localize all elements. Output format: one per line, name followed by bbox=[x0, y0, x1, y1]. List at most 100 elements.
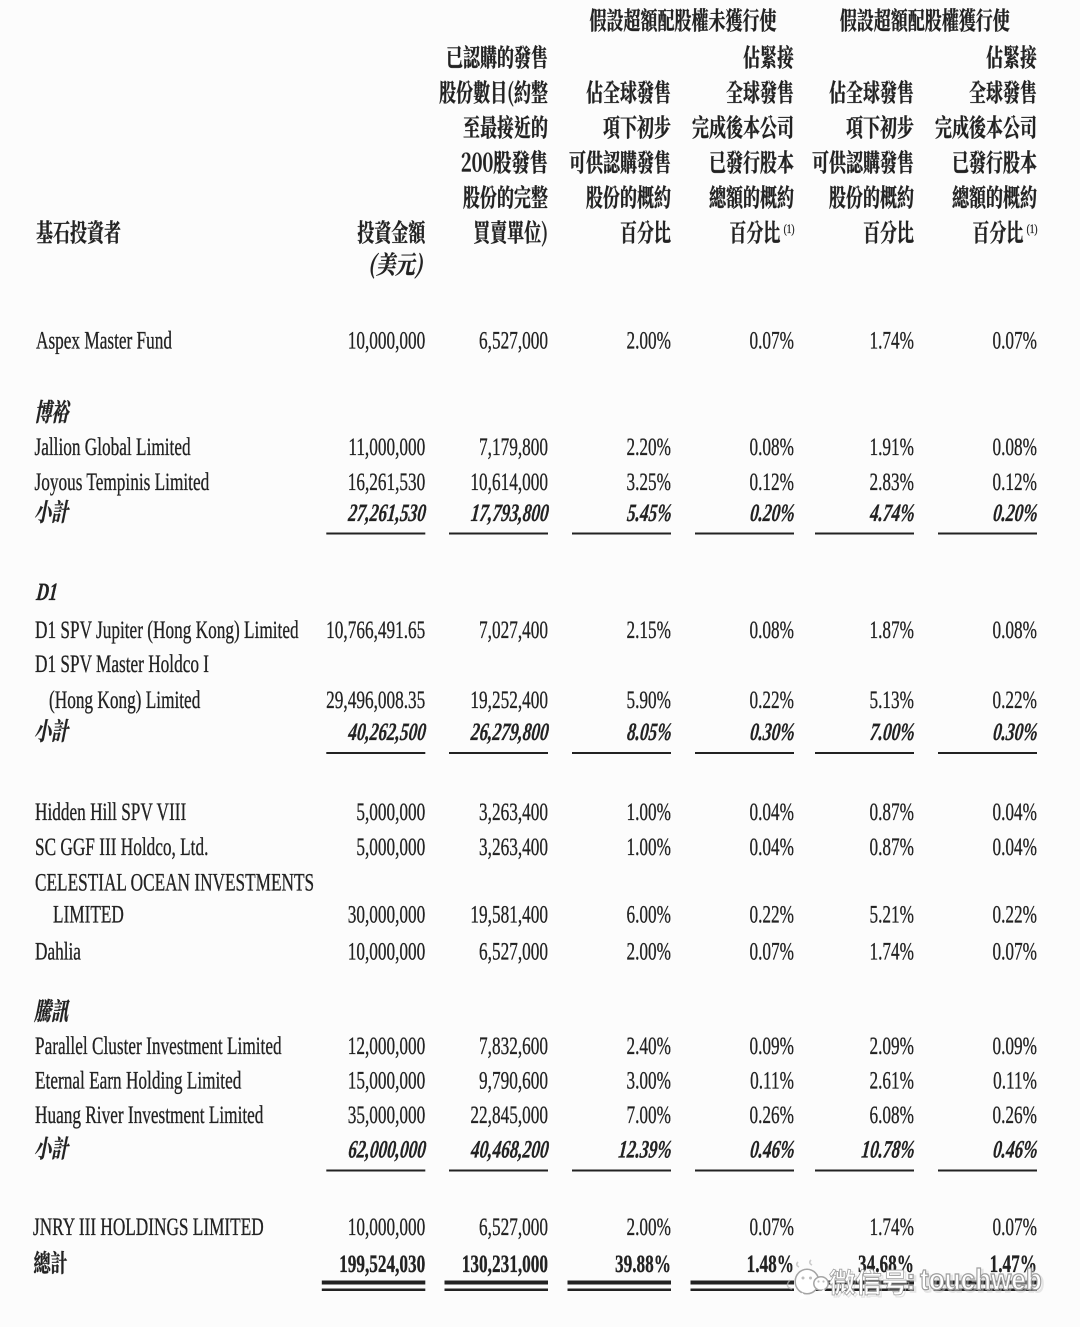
svg-text:Huang River Investment Limited: Huang River Investment Limited bbox=[35, 1101, 264, 1129]
svg-text:0.04%: 0.04% bbox=[749, 833, 794, 861]
svg-text:29,496,008.35: 29,496,008.35 bbox=[326, 686, 425, 714]
svg-text:0.07%: 0.07% bbox=[749, 326, 794, 354]
svg-text:26,279,800: 26,279,800 bbox=[469, 718, 550, 746]
svg-text:Joyous Tempinis Limited: Joyous Tempinis Limited bbox=[35, 468, 210, 496]
svg-text:1.74%: 1.74% bbox=[869, 326, 914, 354]
svg-text:12,000,000: 12,000,000 bbox=[348, 1032, 426, 1060]
svg-text:7,179,800: 7,179,800 bbox=[479, 433, 548, 461]
svg-text:5.45%: 5.45% bbox=[626, 499, 673, 527]
svg-text:LIMITED: LIMITED bbox=[53, 900, 124, 928]
svg-text:0.08%: 0.08% bbox=[749, 616, 794, 644]
svg-text:5.21%: 5.21% bbox=[869, 900, 914, 928]
svg-text:0.08%: 0.08% bbox=[749, 433, 794, 461]
svg-text:10,766,491.65: 10,766,491.65 bbox=[326, 616, 425, 644]
svg-text:5.13%: 5.13% bbox=[869, 686, 914, 714]
svg-text:10,614,000: 10,614,000 bbox=[470, 468, 548, 496]
svg-text:19,581,400: 19,581,400 bbox=[470, 900, 548, 928]
svg-text:40,262,500: 40,262,500 bbox=[346, 718, 427, 746]
svg-text:16,261,530: 16,261,530 bbox=[348, 468, 426, 496]
svg-text:1.00%: 1.00% bbox=[626, 798, 671, 826]
svg-text:62,000,000: 62,000,000 bbox=[347, 1135, 428, 1163]
svg-text:3,263,400: 3,263,400 bbox=[479, 798, 548, 826]
svg-text:27,261,530: 27,261,530 bbox=[346, 499, 427, 527]
svg-text:0.22%: 0.22% bbox=[749, 900, 794, 928]
svg-text:2.00%: 2.00% bbox=[626, 937, 671, 965]
svg-text:10.78%: 10.78% bbox=[860, 1135, 916, 1163]
svg-text:0.08%: 0.08% bbox=[992, 433, 1037, 461]
svg-text:1.74%: 1.74% bbox=[869, 937, 914, 965]
svg-text:15,000,000: 15,000,000 bbox=[348, 1066, 426, 1094]
svg-text:9,790,600: 9,790,600 bbox=[479, 1066, 548, 1094]
svg-text:6,527,000: 6,527,000 bbox=[479, 937, 548, 965]
svg-text:2.20%: 2.20% bbox=[626, 433, 671, 461]
svg-text:1.00%: 1.00% bbox=[626, 833, 671, 861]
svg-text:11,000,000: 11,000,000 bbox=[348, 433, 425, 461]
svg-text:2.09%: 2.09% bbox=[869, 1032, 914, 1060]
svg-text:(1): (1) bbox=[1027, 223, 1038, 237]
svg-text:1.74%: 1.74% bbox=[869, 1213, 914, 1241]
svg-text:7,832,600: 7,832,600 bbox=[479, 1032, 548, 1060]
svg-text:touchweb: touchweb bbox=[920, 1263, 1042, 1296]
svg-text:3.25%: 3.25% bbox=[626, 468, 671, 496]
svg-text:3,263,400: 3,263,400 bbox=[479, 833, 548, 861]
svg-text:D1: D1 bbox=[34, 578, 59, 606]
svg-text:1.48%: 1.48% bbox=[747, 1250, 794, 1278]
svg-text:7.00%: 7.00% bbox=[626, 1101, 671, 1129]
svg-text:Aspex Master Fund: Aspex Master Fund bbox=[36, 326, 172, 354]
svg-text:1.91%: 1.91% bbox=[869, 433, 914, 461]
svg-text:3.00%: 3.00% bbox=[626, 1066, 671, 1094]
svg-text:0.12%: 0.12% bbox=[992, 468, 1037, 496]
svg-text:199,524,030: 199,524,030 bbox=[339, 1250, 425, 1278]
svg-text:1.87%: 1.87% bbox=[869, 616, 914, 644]
svg-text:D1 SPV Master Holdco I: D1 SPV Master Holdco I bbox=[35, 650, 209, 678]
svg-text:6,527,000: 6,527,000 bbox=[479, 1213, 548, 1241]
svg-text:0.22%: 0.22% bbox=[749, 686, 794, 714]
svg-text:5,000,000: 5,000,000 bbox=[356, 798, 425, 826]
svg-text:0.07%: 0.07% bbox=[992, 326, 1037, 354]
svg-text:Dahlia: Dahlia bbox=[35, 937, 81, 965]
svg-text:10,000,000: 10,000,000 bbox=[348, 1213, 426, 1241]
svg-text:0.46%: 0.46% bbox=[992, 1135, 1039, 1163]
svg-text:0.30%: 0.30% bbox=[992, 718, 1039, 746]
svg-text:17,793,800: 17,793,800 bbox=[470, 499, 551, 527]
svg-text:6,527,000: 6,527,000 bbox=[479, 326, 548, 354]
svg-text:SC GGF III Holdco, Ltd.: SC GGF III Holdco, Ltd. bbox=[35, 833, 208, 861]
svg-text:4.74%: 4.74% bbox=[868, 499, 916, 527]
svg-text:30,000,000: 30,000,000 bbox=[348, 900, 426, 928]
svg-text:touchweb: touchweb bbox=[922, 1265, 1044, 1298]
svg-text:0.09%: 0.09% bbox=[749, 1032, 794, 1060]
svg-text:22,845,000: 22,845,000 bbox=[470, 1101, 548, 1129]
svg-text:2.00%: 2.00% bbox=[626, 1213, 671, 1241]
svg-text:1.47%: 1.47% bbox=[990, 1250, 1037, 1278]
svg-text:JNRY III HOLDINGS LIMITED: JNRY III HOLDINGS LIMITED bbox=[33, 1213, 264, 1241]
svg-text:7.00%: 7.00% bbox=[869, 718, 916, 746]
svg-text:0.11%: 0.11% bbox=[993, 1066, 1037, 1094]
svg-text:0.11%: 0.11% bbox=[750, 1066, 794, 1094]
svg-text:5.90%: 5.90% bbox=[626, 686, 671, 714]
svg-text:0.04%: 0.04% bbox=[992, 798, 1037, 826]
svg-text:2.83%: 2.83% bbox=[869, 468, 914, 496]
svg-text:0.87%: 0.87% bbox=[869, 798, 914, 826]
svg-text:0.07%: 0.07% bbox=[992, 1213, 1037, 1241]
svg-text:Hidden Hill SPV VIII: Hidden Hill SPV VIII bbox=[35, 798, 186, 826]
svg-text:6.00%: 6.00% bbox=[626, 900, 671, 928]
svg-text:6.08%: 6.08% bbox=[869, 1101, 914, 1129]
svg-text:19,252,400: 19,252,400 bbox=[470, 686, 548, 714]
svg-text:0.09%: 0.09% bbox=[992, 1032, 1037, 1060]
svg-text:2.61%: 2.61% bbox=[869, 1066, 914, 1094]
svg-text:Jallion Global Limited: Jallion Global Limited bbox=[35, 433, 191, 461]
svg-text:0.26%: 0.26% bbox=[749, 1101, 794, 1129]
svg-text:0.46%: 0.46% bbox=[749, 1135, 796, 1163]
svg-text:10,000,000: 10,000,000 bbox=[348, 326, 426, 354]
svg-text:2.15%: 2.15% bbox=[626, 616, 671, 644]
svg-text:0.04%: 0.04% bbox=[749, 798, 794, 826]
svg-text:0.87%: 0.87% bbox=[869, 833, 914, 861]
svg-text:D1 SPV Jupiter (Hong Kong) Lim: D1 SPV Jupiter (Hong Kong) Limited bbox=[35, 616, 299, 644]
svg-text:2.40%: 2.40% bbox=[626, 1032, 671, 1060]
svg-text:0.04%: 0.04% bbox=[992, 833, 1037, 861]
svg-text:12.39%: 12.39% bbox=[617, 1135, 673, 1163]
svg-text:130,231,000: 130,231,000 bbox=[462, 1250, 548, 1278]
svg-text::: : bbox=[906, 1264, 916, 1297]
svg-text:39.88%: 39.88% bbox=[615, 1250, 671, 1278]
svg-text:0.07%: 0.07% bbox=[749, 937, 794, 965]
